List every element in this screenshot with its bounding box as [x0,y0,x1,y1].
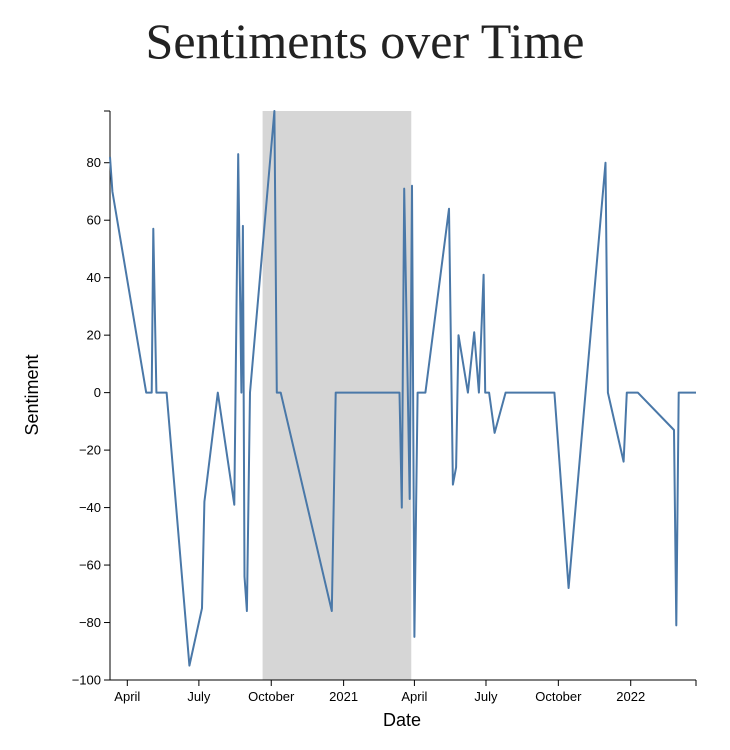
y-tick-label: −80 [79,615,101,630]
x-tick-label: July [474,689,498,704]
y-tick-label: 20 [87,328,101,343]
x-axis-title: Date [383,710,421,730]
x-tick-label: April [114,689,140,704]
y-tick-label: 40 [87,270,101,285]
series-layer [109,110,696,667]
x-tick-label: 2022 [616,689,645,704]
y-tick-label: −20 [79,443,101,458]
y-axis-title: Sentiment [22,354,42,435]
x-axis: April July October 2021 April July October 2022 [110,679,697,704]
y-tick-label: −60 [79,558,101,573]
y-tick-label: 0 [94,385,101,400]
y-axis: −100 −80 −60 −40 −20 0 20 40 60 80 [72,110,111,688]
x-tick-label: October [535,689,582,704]
y-tick-label: −100 [72,673,101,688]
x-tick-label: 2021 [329,689,358,704]
x-tick-label: July [187,689,211,704]
y-tick-label: 80 [87,155,101,170]
chart-title: Sentiments over Time [145,13,585,69]
highlight-layer [262,111,412,680]
x-tick-label: April [401,689,427,704]
y-tick-label: −40 [79,500,101,515]
x-tick-label: October [248,689,295,704]
y-tick-label: 60 [87,213,101,228]
series-line [109,110,696,667]
highlight-band [262,111,412,680]
